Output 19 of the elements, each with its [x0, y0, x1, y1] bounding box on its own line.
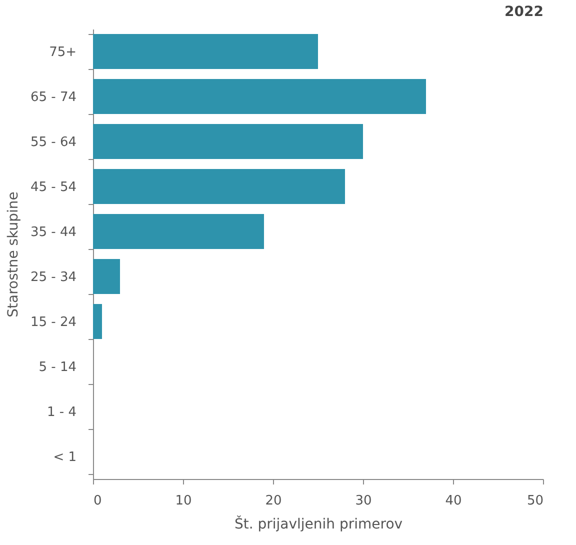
y-tick-label: 45 - 54	[30, 180, 76, 195]
x-tick-label: 20	[265, 494, 282, 508]
x-tick-label: 0	[94, 494, 102, 508]
y-tick-label: 25 - 34	[30, 270, 76, 285]
x-tick-label: 50	[526, 494, 544, 508]
y-tick-label: 15 - 24	[30, 315, 76, 330]
y-axis-title: Starostne skupine	[5, 192, 22, 318]
chart-title: 2022	[504, 4, 544, 20]
y-tick-label: < 1	[53, 450, 76, 465]
y-tick-label: 5 - 14	[38, 360, 76, 375]
y-tick-label: 35 - 44	[30, 225, 76, 240]
x-tick-label: 10	[175, 494, 192, 508]
y-tick-label: 75+	[49, 45, 76, 60]
x-tick-label: 30	[355, 494, 372, 508]
x-tick-label: 40	[445, 494, 462, 508]
y-tick-label: 1 - 4	[47, 405, 76, 420]
y-tick-label: 65 - 74	[30, 90, 76, 105]
x-axis-title: Št. prijavljenih primerov	[234, 516, 403, 532]
y-tick-label: 55 - 64	[30, 135, 76, 150]
